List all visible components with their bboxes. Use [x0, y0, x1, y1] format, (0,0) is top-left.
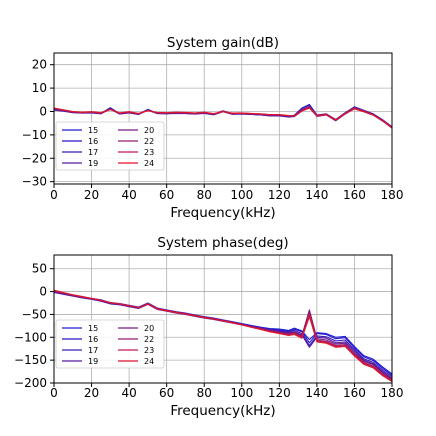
x-tick-label: 160: [343, 188, 366, 202]
y-tick-label: 0: [39, 285, 47, 299]
x-tick-label: 120: [268, 386, 291, 400]
x-tick-label: 60: [159, 188, 174, 202]
x-tick-label: 60: [159, 386, 174, 400]
legend-label: 17: [88, 346, 98, 355]
y-tick-label: −50: [22, 307, 47, 321]
chart-title: System gain(dB): [167, 35, 279, 51]
x-tick-label: 20: [84, 386, 99, 400]
legend-label: 17: [88, 148, 98, 157]
legend: 15 16 17 19 20 22 23 24: [55, 319, 165, 369]
x-axis-label: Frequency(kHz): [170, 403, 275, 419]
x-tick-label: 0: [50, 188, 58, 202]
x-tick-label: 120: [268, 188, 291, 202]
legend-label: 19: [88, 357, 98, 366]
y-tick-label: −200: [14, 376, 47, 390]
legend-label: 22: [144, 137, 154, 146]
series-group: [54, 103, 392, 129]
legend-label: 23: [144, 148, 154, 157]
plot-frame: [53, 254, 393, 384]
legend-box: [55, 121, 165, 171]
legend-label: 20: [144, 126, 154, 135]
x-tick-label: 80: [197, 188, 212, 202]
x-tick-label: 40: [121, 188, 136, 202]
x-tick-label: 20: [84, 188, 99, 202]
x-tick-label: 140: [305, 386, 328, 400]
legend-label: 15: [88, 126, 98, 135]
series-line-24: [54, 107, 392, 129]
legend-label: 20: [144, 324, 154, 333]
x-tick-label: 180: [381, 188, 404, 202]
legend: 15 16 17 19 20 22 23 24: [55, 121, 165, 171]
y-tick-label: 10: [32, 81, 47, 95]
x-tick-label: 40: [121, 386, 136, 400]
y-tick-label: −20: [22, 151, 47, 165]
legend-label: 24: [144, 159, 154, 168]
x-axis-label: Frequency(kHz): [170, 205, 275, 221]
x-tick-label: 160: [343, 386, 366, 400]
legend-label: 19: [88, 159, 98, 168]
legend-label: 16: [88, 137, 98, 146]
chart-title: System phase(deg): [157, 235, 288, 251]
legend-label: 24: [144, 357, 154, 366]
legend-label: 15: [88, 324, 98, 333]
legend-box: [55, 319, 165, 369]
legend-label: 22: [144, 335, 154, 344]
y-tick-label: −100: [14, 330, 47, 344]
x-tick-label: 0: [50, 386, 58, 400]
plot-frame: [53, 52, 393, 185]
y-tick-label: 20: [32, 58, 47, 72]
y-tick-label: 0: [39, 104, 47, 118]
x-tick-label: 140: [305, 188, 328, 202]
y-tick-label: −30: [22, 175, 47, 189]
x-tick-label: 80: [197, 386, 212, 400]
y-tick-label: −10: [22, 128, 47, 142]
y-tick-label: −150: [14, 353, 47, 367]
legend-label: 23: [144, 346, 154, 355]
series-line-24: [54, 289, 392, 383]
series-group: [54, 289, 392, 383]
chart-2: 0 20 40 60 80 100 120 140 160 180 −200 −150 −100 −50 0…: [14, 235, 403, 419]
x-tick-label: 180: [381, 386, 404, 400]
legend-label: 16: [88, 335, 98, 344]
chart-1: 0 20 40 60 80 100 120 140 160 180 −30 −20 −10 0 10 20 Sy…: [22, 35, 404, 221]
x-tick-label: 100: [230, 386, 253, 400]
x-tick-label: 100: [230, 188, 253, 202]
y-tick-label: 50: [32, 262, 47, 276]
